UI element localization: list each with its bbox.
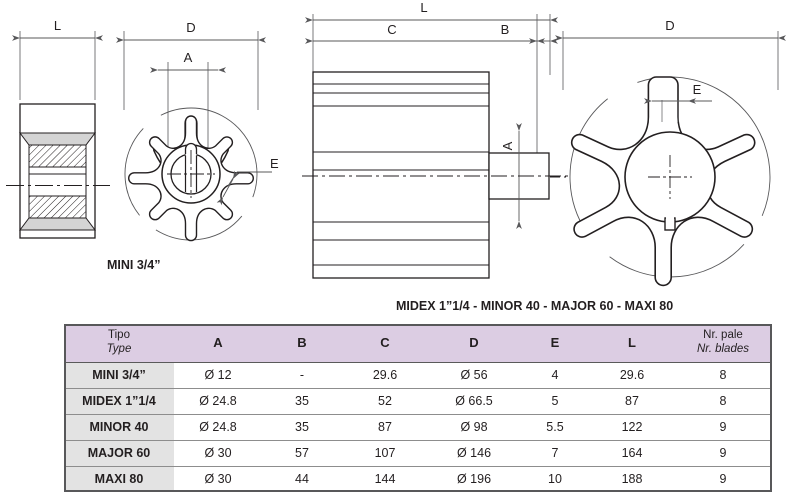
cell-type: MAJOR 60 <box>64 440 174 467</box>
cell-a: Ø 30 <box>174 466 262 493</box>
spec-table-container: Tipo Type A B C D E L Nr. pale Nr. blades MINI 3/… <box>64 324 772 493</box>
cell-b: - <box>262 362 342 389</box>
col-header-blades: Nr. pale Nr. blades <box>674 324 772 363</box>
body-ribs-midex <box>313 83 489 266</box>
col-header-l: L <box>590 324 674 363</box>
cell-type: MIDEX 1”1/4 <box>64 388 174 415</box>
cell-d: Ø 98 <box>428 414 520 441</box>
cell-a: Ø 24.8 <box>174 388 262 415</box>
cell-type: MINOR 40 <box>64 414 174 441</box>
technical-drawing-svg: L <box>6 0 786 287</box>
dim-label-L-section: L <box>54 18 61 33</box>
cell-blades: 8 <box>674 362 772 389</box>
cell-d: Ø 56 <box>428 362 520 389</box>
table-row: MINOR 40 Ø 24.8 35 87 Ø 98 5.5 122 9 <box>64 414 772 441</box>
cell-b: 35 <box>262 388 342 415</box>
dim-label-B-midex: B <box>501 22 510 37</box>
dim-label-E-midex: E <box>693 82 702 97</box>
cell-b: 44 <box>262 466 342 493</box>
spec-table-head: Tipo Type A B C D E L Nr. pale Nr. blades <box>64 324 772 363</box>
cell-e: 5.5 <box>520 414 590 441</box>
midex-side-view: L C B A <box>302 0 572 279</box>
table-row: MINI 3/4” Ø 12-29.6 Ø 56 4 29.6 8 <box>64 362 772 389</box>
col-header-d: D <box>428 324 520 363</box>
dim-label-D-midex-front: D <box>665 18 674 33</box>
cell-c: 52 <box>342 388 428 415</box>
cell-l: 122 <box>590 414 674 441</box>
col-header-type: Tipo Type <box>64 324 174 363</box>
dim-line-E-mini <box>216 170 240 206</box>
caption-mini-34: MINI 3/4” <box>107 258 161 272</box>
cell-l: 29.6 <box>590 362 674 389</box>
cell-e: 10 <box>520 466 590 493</box>
cell-e: 4 <box>520 362 590 389</box>
dim-label-A-midex: A <box>500 141 515 150</box>
cell-c: 29.6 <box>342 362 428 389</box>
cell-d: Ø 196 <box>428 466 520 493</box>
cell-c: 107 <box>342 440 428 467</box>
cell-c: 87 <box>342 414 428 441</box>
cell-d: Ø 66.5 <box>428 388 520 415</box>
midex-impeller-front-view: D E <box>550 18 786 287</box>
cell-c: 144 <box>342 466 428 493</box>
dim-label-A-mini: A <box>184 50 193 65</box>
dim-label-C-midex: C <box>387 22 396 37</box>
cell-blades: 9 <box>674 440 772 467</box>
cell-type: MINI 3/4” <box>64 362 174 389</box>
cell-e: 5 <box>520 388 590 415</box>
cross-section-view: L <box>6 18 110 239</box>
cell-a: Ø 12 <box>174 362 262 389</box>
outer-diameter-circle-mini <box>124 107 258 241</box>
cell-l: 164 <box>590 440 674 467</box>
col-header-e: E <box>520 324 590 363</box>
cell-e: 7 <box>520 440 590 467</box>
spec-table: Tipo Type A B C D E L Nr. pale Nr. blades MINI 3/… <box>64 324 772 493</box>
cell-blades: 8 <box>674 388 772 415</box>
cell-blades: 9 <box>674 414 772 441</box>
mini-impeller-front-view: D A <box>116 20 279 242</box>
table-row: MAXI 80 Ø 30 44 144 Ø 196 10 188 9 <box>64 466 772 493</box>
col-header-a: A <box>174 324 262 363</box>
spec-table-header-row: Tipo Type A B C D E L Nr. pale Nr. blades <box>64 324 772 363</box>
dim-label-L-midex: L <box>420 0 427 15</box>
body-rect-midex <box>312 71 490 279</box>
dim-label-E-mini: E <box>270 156 279 171</box>
cell-a: Ø 30 <box>174 440 262 467</box>
table-row: MAJOR 60 Ø 30 57 107 Ø 146 7 164 9 <box>64 440 772 467</box>
cell-d: Ø 146 <box>428 440 520 467</box>
table-row: MIDEX 1”1/4 Ø 24.8 35 52 Ø 66.5 5 87 8 <box>64 388 772 415</box>
cell-a: Ø 24.8 <box>174 414 262 441</box>
cell-b: 57 <box>262 440 342 467</box>
cell-blades: 9 <box>674 466 772 493</box>
spec-table-body: MINI 3/4” Ø 12-29.6 Ø 56 4 29.6 8 MIDEX 1”1/4 Ø… <box>64 362 772 493</box>
caption-midex-series: MIDEX 1”1/4 - MINOR 40 - MAJOR 60 - MAXI… <box>396 299 674 313</box>
cell-type: MAXI 80 <box>64 466 174 493</box>
cell-l: 87 <box>590 388 674 415</box>
cell-l: 188 <box>590 466 674 493</box>
col-header-b: B <box>262 324 342 363</box>
dim-label-D-mini: D <box>186 20 195 35</box>
col-header-c: C <box>342 324 428 363</box>
outer-diameter-circle-midex <box>569 76 771 278</box>
cell-b: 35 <box>262 414 342 441</box>
